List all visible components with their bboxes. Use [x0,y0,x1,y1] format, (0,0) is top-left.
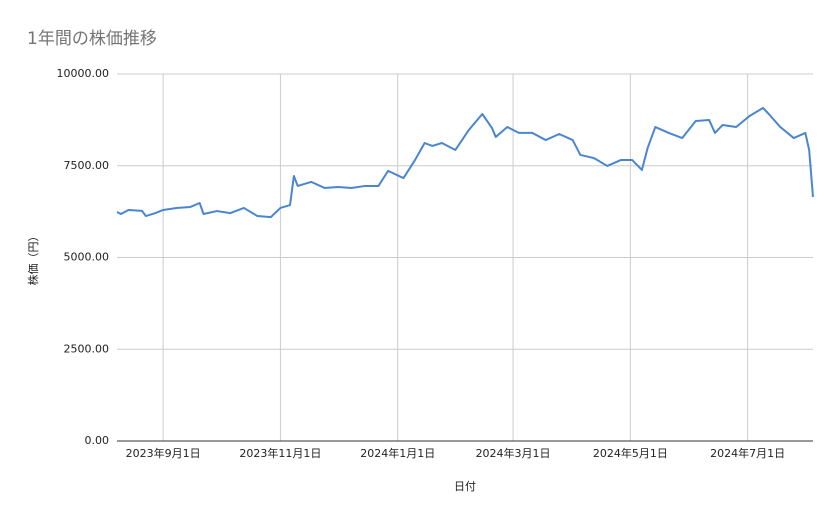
x-tick-label: 2023年9月1日 [126,446,201,460]
chart-title: 1年間の株価推移 [27,29,157,49]
x-tick-label: 2023年11月1日 [239,446,321,460]
x-tick-label: 2024年5月1日 [593,446,668,460]
data-line [116,106,814,219]
y-axis-label: 株価（円） [26,231,40,286]
y-tick-label: 10000.00 [57,67,110,80]
y-tick-label: 2500.00 [64,342,110,355]
y-tick-label: 0.00 [85,434,110,447]
x-tick-label: 2024年3月1日 [476,446,551,460]
y-tick-label: 5000.00 [64,251,110,264]
y-tick-label: 7500.00 [64,159,110,172]
x-tick-label: 2024年1月1日 [360,446,435,460]
x-axis-label: 日付 [454,480,476,493]
x-tick-label: 2024年7月1日 [710,446,785,460]
